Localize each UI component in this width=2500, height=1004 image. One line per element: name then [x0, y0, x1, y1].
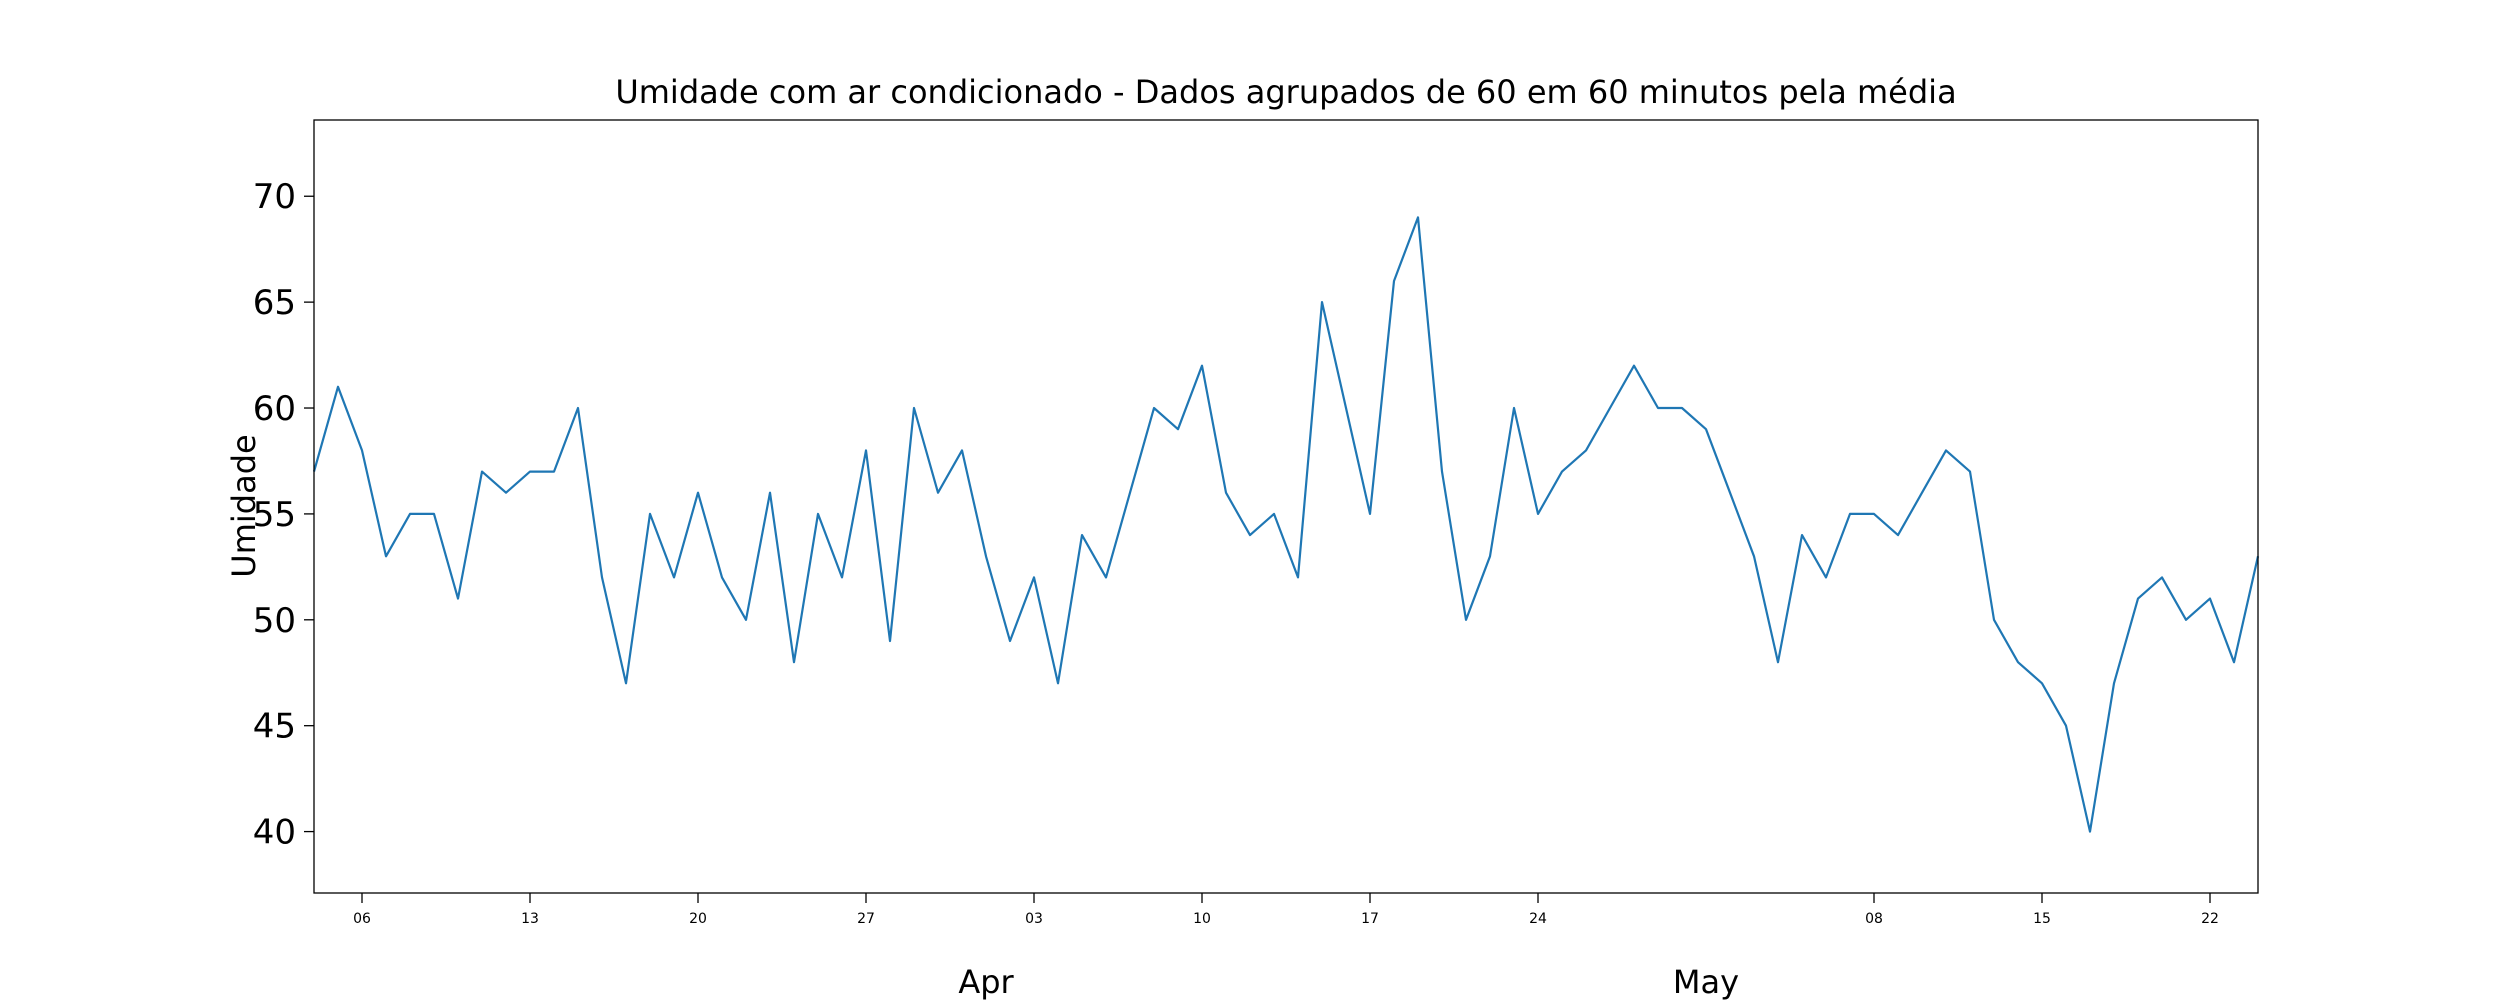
x-tick-label: 27 [857, 911, 875, 927]
x-tick-label: 20 [689, 911, 707, 927]
chart-title: Umidade com ar condicionado - Dados agru… [615, 73, 1956, 111]
x-tick-label: 08 [1865, 911, 1883, 927]
data-line [312, 216, 2260, 833]
x-tick-label: 24 [1529, 911, 1547, 927]
x-tick-label: 13 [521, 911, 539, 927]
y-tick-label: 60 [253, 389, 296, 429]
x-major-label: Apr [958, 963, 1014, 1000]
x-tick-label: 10 [1193, 911, 1211, 927]
y-axis-label: Umidade [225, 434, 263, 577]
x-tick-label: 15 [2033, 911, 2051, 927]
x-tick-label: 06 [353, 911, 371, 927]
y-tick-label: 55 [253, 495, 296, 535]
x-tick-label: 17 [1361, 911, 1379, 927]
x-major-label: May [1673, 963, 1739, 1000]
plot-frame [313, 119, 2259, 894]
x-tick-label: 03 [1025, 911, 1043, 927]
y-tick-label: 40 [253, 813, 296, 853]
x-tick-label: 22 [2201, 911, 2219, 927]
y-tick-label: 45 [253, 707, 296, 747]
y-tick-label: 50 [253, 601, 296, 641]
y-tick-label: 70 [253, 177, 296, 217]
y-tick-label: 65 [253, 283, 296, 323]
